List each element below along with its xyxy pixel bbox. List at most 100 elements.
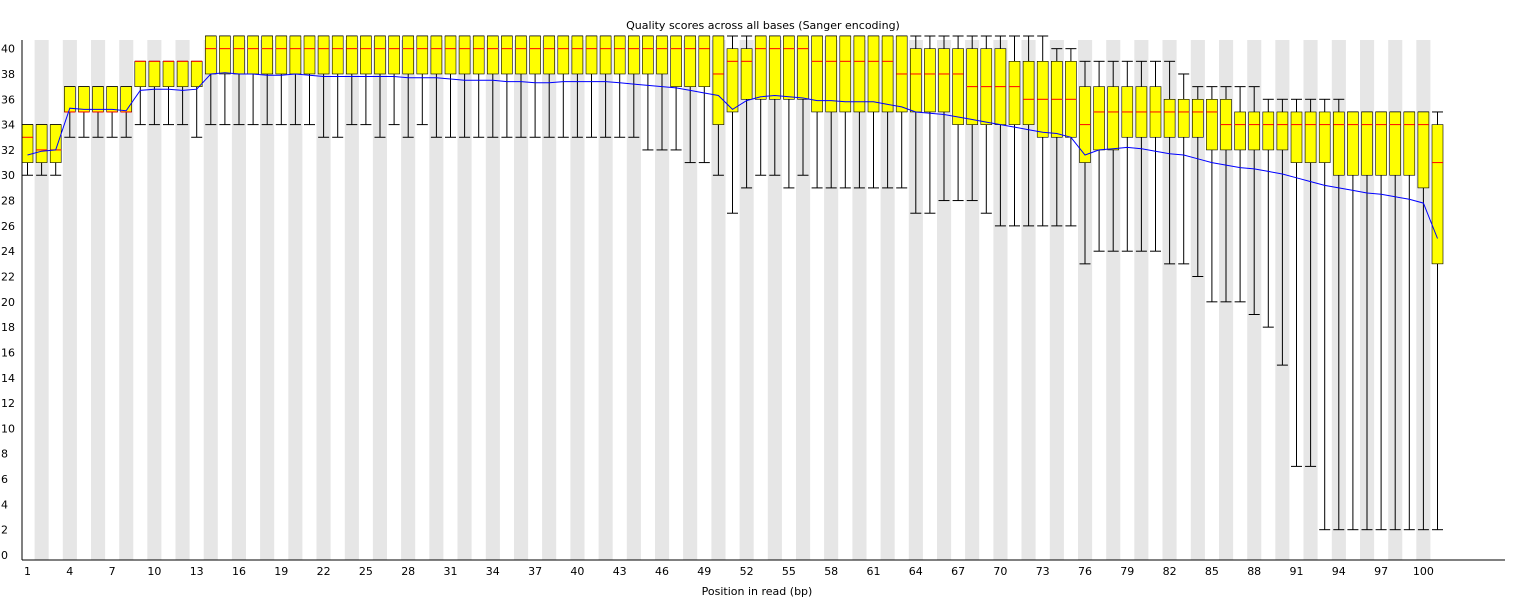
iqr-box bbox=[754, 35, 767, 100]
iqr-box bbox=[190, 61, 203, 87]
y-tick-label: 4 bbox=[1, 498, 8, 511]
iqr-box bbox=[444, 35, 457, 75]
grid-band bbox=[175, 40, 190, 560]
iqr-box bbox=[303, 35, 316, 75]
iqr-box bbox=[627, 35, 640, 75]
iqr-box bbox=[557, 35, 570, 75]
iqr-box bbox=[1389, 111, 1401, 176]
x-tick-label: 55 bbox=[782, 565, 796, 578]
iqr-box bbox=[670, 35, 682, 87]
grid-band bbox=[1162, 40, 1177, 560]
iqr-box bbox=[261, 35, 274, 75]
y-tick-label: 10 bbox=[1, 422, 15, 435]
grid-band bbox=[457, 40, 472, 560]
y-tick-label: 30 bbox=[1, 169, 15, 182]
axes bbox=[21, 40, 1505, 561]
iqr-box bbox=[360, 35, 372, 75]
iqr-box bbox=[1163, 98, 1176, 138]
grid-band bbox=[626, 40, 641, 560]
iqr-box bbox=[247, 35, 259, 75]
x-tick-label: 4 bbox=[66, 565, 73, 578]
x-tick-label: 28 bbox=[401, 565, 415, 578]
iqr-box bbox=[21, 124, 34, 163]
iqr-box bbox=[92, 86, 104, 113]
iqr-box bbox=[571, 35, 584, 75]
iqr-box bbox=[1192, 98, 1204, 138]
grid-band bbox=[542, 40, 557, 560]
iqr-box bbox=[35, 124, 48, 163]
grid-band bbox=[1190, 40, 1205, 560]
iqr-box bbox=[331, 35, 344, 75]
iqr-box bbox=[712, 35, 725, 125]
y-tick-label: 36 bbox=[1, 93, 15, 106]
x-tick-label: 73 bbox=[1036, 565, 1050, 578]
iqr-box bbox=[825, 35, 838, 113]
iqr-box bbox=[1333, 111, 1345, 176]
grid-band bbox=[231, 40, 246, 560]
iqr-box bbox=[938, 48, 950, 113]
iqr-box bbox=[1262, 111, 1275, 151]
y-tick-label: 34 bbox=[1, 119, 15, 132]
iqr-box bbox=[684, 35, 697, 87]
iqr-box bbox=[768, 35, 781, 100]
iqr-box bbox=[472, 35, 485, 75]
grid-band bbox=[1134, 40, 1149, 560]
grid-band bbox=[993, 40, 1008, 560]
grid-band bbox=[739, 40, 754, 560]
mean-quality-line bbox=[27, 72, 1438, 239]
x-tick-label: 22 bbox=[317, 565, 331, 578]
iqr-box bbox=[1318, 111, 1331, 163]
grid-band bbox=[852, 40, 867, 560]
x-tick-labels: 1 4 7 10 13 16 19 22 25 28 31 34 37 40 43 46 49 52 55 58 61 6… bbox=[24, 565, 1434, 578]
iqr-box bbox=[78, 86, 90, 113]
grid-band bbox=[655, 40, 670, 560]
iqr-box bbox=[1417, 111, 1430, 189]
x-tick-label: 94 bbox=[1332, 565, 1346, 578]
iqr-box bbox=[1290, 111, 1303, 163]
x-tick-label: 82 bbox=[1163, 565, 1177, 578]
y-tick-label: 38 bbox=[1, 68, 15, 81]
iqr-box bbox=[585, 35, 598, 75]
grid-band bbox=[1078, 40, 1093, 560]
grid-band bbox=[372, 40, 387, 560]
grid-band bbox=[316, 40, 331, 560]
y-tick-label: 40 bbox=[1, 43, 15, 56]
grid-band bbox=[1021, 40, 1036, 560]
grid-band bbox=[1049, 40, 1064, 560]
iqr-box bbox=[881, 35, 894, 113]
y-tick-label: 8 bbox=[1, 448, 8, 461]
iqr-box bbox=[176, 61, 189, 87]
x-axis-label: Position in read (bp) bbox=[702, 585, 813, 598]
y-tick-label: 28 bbox=[1, 195, 15, 208]
iqr-box bbox=[1431, 124, 1444, 265]
y-tick-label: 14 bbox=[1, 372, 15, 385]
grid-band bbox=[767, 40, 782, 560]
grid-band bbox=[288, 40, 303, 560]
x-tick-label: 25 bbox=[359, 565, 373, 578]
iqr-box bbox=[1304, 111, 1317, 163]
iqr-box bbox=[430, 35, 443, 75]
x-tick-label: 10 bbox=[147, 565, 161, 578]
grid-band bbox=[570, 40, 585, 560]
x-tick-label: 49 bbox=[697, 565, 711, 578]
iqr-box bbox=[486, 35, 499, 75]
grid-band bbox=[147, 40, 162, 560]
iqr-box bbox=[515, 35, 527, 75]
iqr-box bbox=[1022, 61, 1035, 125]
grid-band bbox=[401, 40, 416, 560]
grid-band bbox=[598, 40, 613, 560]
x-tick-label: 16 bbox=[232, 565, 246, 578]
x-tick-label: 1 bbox=[24, 565, 31, 578]
iqr-box bbox=[853, 35, 866, 113]
grid-band bbox=[1106, 40, 1121, 560]
iqr-box bbox=[289, 35, 302, 75]
grid-band bbox=[908, 40, 923, 560]
grid-band bbox=[514, 40, 529, 560]
iqr-box bbox=[233, 35, 245, 75]
iqr-box bbox=[613, 35, 626, 75]
iqr-box bbox=[402, 35, 415, 75]
x-tick-label: 34 bbox=[486, 565, 500, 578]
chart-title: Quality scores across all bases (Sanger … bbox=[626, 19, 900, 32]
